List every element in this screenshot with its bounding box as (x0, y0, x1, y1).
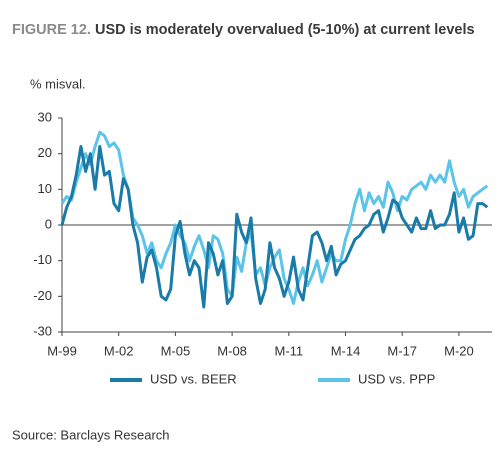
y-tick-label: 0 (45, 216, 52, 231)
legend-label: USD vs. BEER (150, 371, 237, 386)
y-tick-label: 30 (38, 109, 52, 124)
line-series (60, 145, 489, 309)
x-tick-label: M-17 (387, 343, 417, 358)
y-tick-label: -20 (33, 288, 52, 303)
x-tick-label: M-20 (444, 343, 474, 358)
chart-title: FIGURE 12. USD is moderately overvalued (… (12, 22, 475, 38)
x-tick-label: M-05 (161, 343, 191, 358)
legend-label: USD vs. PPP (358, 371, 435, 386)
title: USD is moderately overvalued (5-10%) at … (95, 22, 475, 38)
y-tick-label: -10 (33, 252, 52, 267)
x-tick-label: M-11 (274, 343, 303, 358)
x-tick-label: M-99 (47, 343, 77, 358)
x-tick-label: M-02 (104, 343, 134, 358)
y-axis-label: % misval. (30, 76, 86, 91)
source: Source: Barclays Research (12, 427, 170, 442)
line-series (60, 130, 489, 305)
x-tick-label: M-08 (217, 343, 247, 358)
y-tick-label: -30 (33, 323, 52, 338)
figure-label: FIGURE 12. (12, 22, 91, 38)
y-tick-label: 10 (38, 181, 52, 196)
x-tick-label: M-14 (331, 343, 361, 358)
y-tick-label: 20 (38, 145, 52, 160)
